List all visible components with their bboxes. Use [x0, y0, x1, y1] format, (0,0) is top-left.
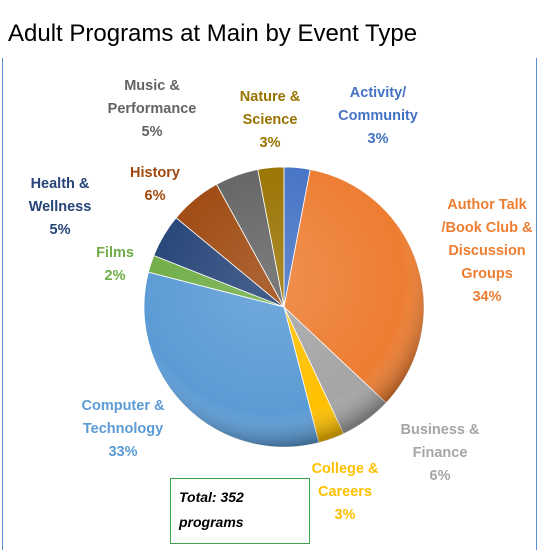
- slice-name: Computer & Technology: [81, 398, 165, 437]
- chart-title: Adult Programs at Main by Event Type: [8, 20, 418, 47]
- slice-label: Music & Performance 5%: [92, 75, 212, 144]
- slice-name: College & Careers: [311, 461, 379, 500]
- slice-label: Author Talk /Book Club & Discussion Grou…: [437, 194, 537, 309]
- slice-percent: 6%: [429, 468, 451, 484]
- slice-name: Music & Performance: [107, 78, 197, 117]
- slice-percent: 34%: [472, 289, 502, 305]
- slice-name: Business & Finance: [400, 422, 480, 461]
- frame-edge: [536, 58, 537, 550]
- slice-name: Author Talk /Book Club & Discussion Grou…: [441, 197, 533, 282]
- slice-name: Health & Wellness: [28, 176, 92, 215]
- slice-label: College & Careers 3%: [295, 458, 395, 527]
- slice-label: Computer & Technology 33%: [68, 395, 178, 464]
- slice-percent: 33%: [108, 444, 138, 460]
- total-annotation: Total: 352 programs: [170, 478, 310, 544]
- slice-name: Nature & Science: [239, 89, 301, 128]
- slice-label: Health & Wellness 5%: [10, 173, 110, 242]
- slice-percent: 3%: [259, 135, 281, 151]
- frame-edge: [2, 58, 3, 550]
- slice-label: Business & Finance 6%: [385, 419, 495, 488]
- slice-label: History 6%: [115, 162, 195, 208]
- slice-label: Nature & Science 3%: [225, 86, 315, 155]
- slice-label: Films 2%: [85, 242, 145, 288]
- slice-percent: 2%: [104, 268, 126, 284]
- slice-percent: 5%: [49, 222, 71, 238]
- slice-percent: 3%: [367, 131, 389, 147]
- slice-name: History: [130, 165, 180, 181]
- slice-percent: 5%: [141, 124, 163, 140]
- slice-name: Activity/ Community: [338, 85, 418, 124]
- slice-percent: 6%: [144, 188, 166, 204]
- slice-percent: 3%: [334, 507, 356, 523]
- slice-name: Films: [96, 245, 134, 261]
- slice-label: Activity/ Community 3%: [323, 82, 433, 151]
